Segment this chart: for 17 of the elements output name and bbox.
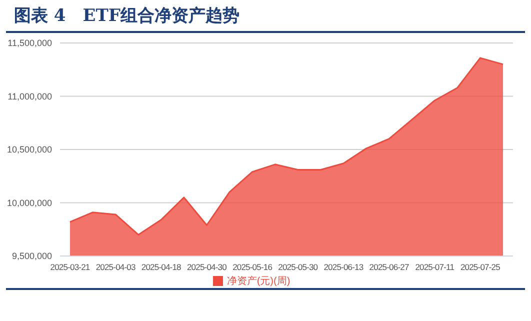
y-tick-label: 11,000,000 bbox=[8, 91, 52, 102]
y-tick-label: 9,500,000 bbox=[12, 251, 52, 262]
x-tick-label: 2025-05-16 bbox=[232, 262, 273, 272]
legend-label: 净资产(元)(周) bbox=[226, 276, 290, 287]
y-tick-label: 11,500,000 bbox=[8, 38, 52, 48]
x-tick-label: 2025-07-25 bbox=[460, 262, 501, 272]
x-tick-label: 2025-03-21 bbox=[50, 262, 90, 272]
x-tick-label: 2025-05-30 bbox=[278, 262, 318, 272]
chart-title: 图表 4 ETF组合净资产趋势 bbox=[14, 5, 240, 27]
x-tick-label: 2025-04-03 bbox=[96, 262, 136, 272]
x-tick-label: 2025-06-27 bbox=[369, 262, 410, 272]
x-tick-label: 2025-07-11 bbox=[415, 262, 455, 272]
x-tick-label: 2025-06-13 bbox=[324, 262, 364, 272]
y-tick-label: 10,000,000 bbox=[6, 198, 52, 208]
y-tick-label: 10,500,000 bbox=[6, 144, 52, 155]
x-tick-label: 2025-04-30 bbox=[186, 262, 228, 272]
x-tick-label: 2025-04-18 bbox=[141, 262, 182, 272]
